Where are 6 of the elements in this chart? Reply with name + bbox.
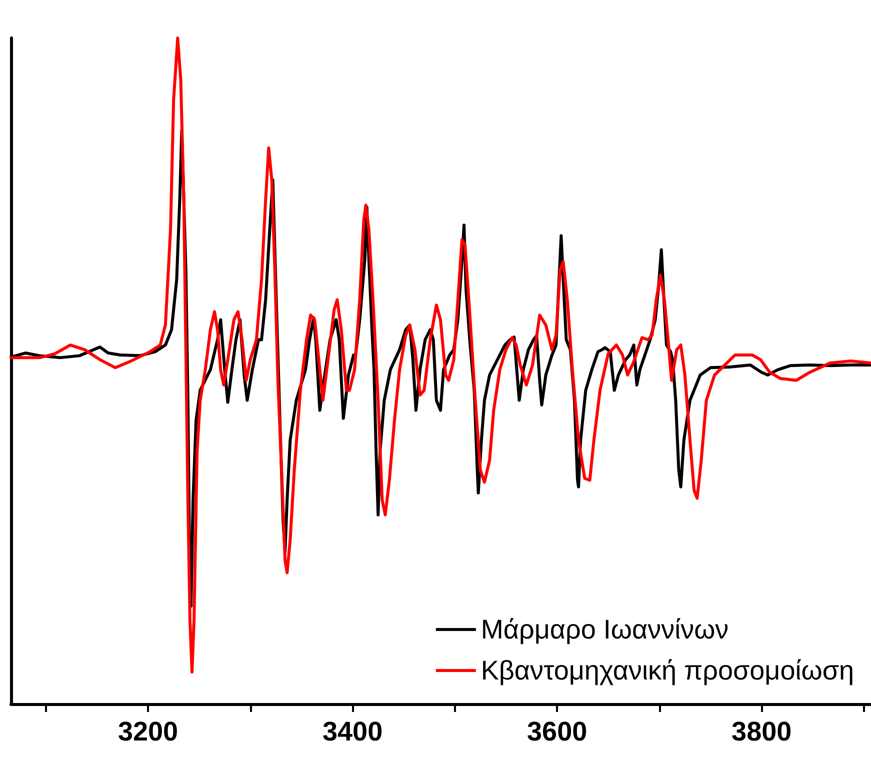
x-tick-label: 3800 <box>732 716 792 746</box>
x-tick-label: 3600 <box>527 716 588 746</box>
legend-label: Κβαντομηχανική προσομοίωση <box>480 656 854 686</box>
legend-label: Μάρμαρο Ιωαννίνων <box>480 614 729 644</box>
x-tick-label: 3200 <box>118 716 178 746</box>
x-tick-label: 3400 <box>322 716 383 746</box>
